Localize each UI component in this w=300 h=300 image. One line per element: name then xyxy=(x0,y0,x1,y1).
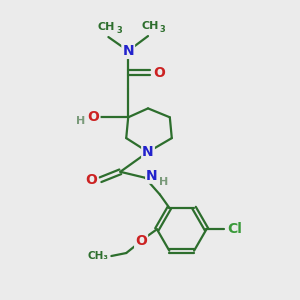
Text: CH: CH xyxy=(98,22,115,32)
Text: CH₃: CH₃ xyxy=(87,251,108,261)
Text: O: O xyxy=(135,234,147,248)
Text: H: H xyxy=(76,116,85,126)
Text: N: N xyxy=(122,44,134,58)
Text: 3: 3 xyxy=(160,25,166,34)
Text: H: H xyxy=(159,177,169,187)
Text: N: N xyxy=(146,169,158,183)
Text: CH: CH xyxy=(141,21,159,31)
Text: 3: 3 xyxy=(116,26,122,35)
Text: O: O xyxy=(85,173,98,187)
Text: O: O xyxy=(153,66,165,80)
Text: O: O xyxy=(88,110,100,124)
Text: N: N xyxy=(142,145,154,159)
Text: Cl: Cl xyxy=(227,222,242,236)
